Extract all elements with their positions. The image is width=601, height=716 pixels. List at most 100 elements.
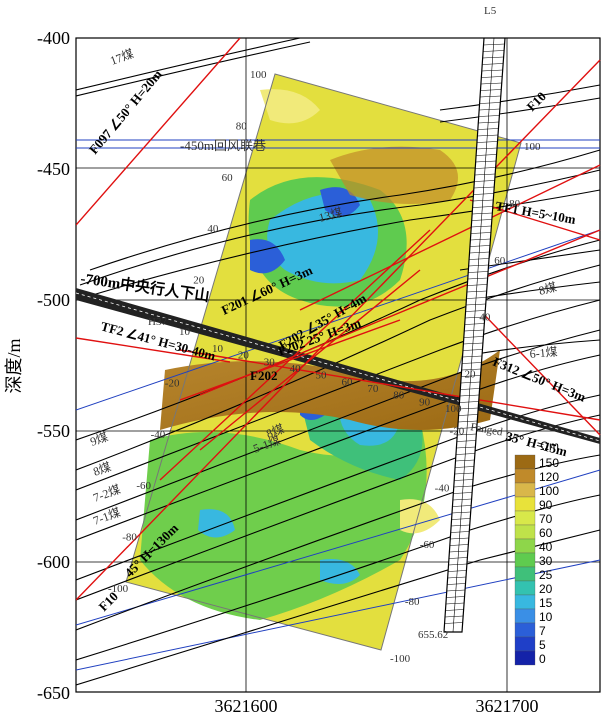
borehole-hatch bbox=[474, 173, 496, 176]
borehole-hatch bbox=[456, 446, 476, 449]
borehole-hatch bbox=[469, 251, 490, 254]
borehole-hatch bbox=[446, 589, 465, 592]
colorbar-level-label: 30 bbox=[539, 554, 553, 568]
borehole-hatch bbox=[450, 537, 469, 540]
y-tick-label: -550 bbox=[37, 421, 70, 441]
colorbar-swatch bbox=[514, 482, 536, 498]
borehole-hatch bbox=[462, 362, 482, 364]
coal-8c: 8煤 bbox=[264, 422, 286, 441]
borehole-hatch bbox=[473, 186, 495, 189]
colorbar-level-label: 7 bbox=[539, 624, 546, 638]
borehole-hatch bbox=[468, 264, 489, 267]
borehole-hatch bbox=[459, 407, 479, 410]
vertical-grid bbox=[245, 38, 508, 692]
borehole-hatch bbox=[461, 375, 481, 377]
colorbar-swatch bbox=[514, 594, 536, 610]
colorbar-level-label: 40 bbox=[539, 540, 553, 554]
colorbar-level-label: 10 bbox=[539, 610, 553, 624]
section-tick-left: 40 bbox=[207, 223, 219, 235]
borehole-hatch bbox=[469, 245, 490, 247]
borehole-hatch bbox=[457, 433, 477, 436]
section-tick-left: 80 bbox=[236, 120, 248, 132]
colorbar-level-label: 150 bbox=[539, 456, 559, 470]
borehole-hatch bbox=[479, 102, 501, 104]
borehole-hatch bbox=[444, 622, 463, 624]
borehole-hatch bbox=[466, 290, 487, 293]
borehole-hatch bbox=[482, 63, 504, 65]
borehole-hatch bbox=[480, 82, 502, 85]
borehole-hatch bbox=[472, 206, 493, 208]
borehole-hatch bbox=[480, 95, 501, 98]
borehole-hatch bbox=[463, 336, 484, 338]
borehole-hatch bbox=[452, 505, 472, 507]
colorbar-swatch bbox=[514, 454, 536, 470]
section-tick-left: -100 bbox=[108, 583, 129, 595]
borehole-hatch bbox=[471, 225, 492, 228]
borehole-hatch bbox=[466, 303, 486, 306]
borehole-hatch bbox=[453, 485, 473, 488]
colorbar-swatch bbox=[514, 468, 536, 484]
borehole-hatch bbox=[477, 128, 499, 130]
borehole-hatch bbox=[454, 472, 474, 475]
section-tick-left: 10 bbox=[179, 326, 191, 338]
borehole-hatch bbox=[458, 414, 478, 416]
label-f202c: F202 bbox=[250, 368, 277, 383]
borehole-hatch bbox=[445, 609, 464, 611]
borehole-hatch bbox=[449, 544, 469, 546]
y-tick-label: -400 bbox=[37, 28, 70, 48]
borehole-hatch bbox=[467, 284, 488, 286]
y-axis-label: 深度/m bbox=[4, 338, 24, 393]
coal-6-1: 6-1煤 bbox=[529, 345, 558, 361]
borehole-hatch bbox=[466, 297, 487, 299]
borehole-hatch bbox=[448, 570, 467, 572]
borehole-bottom-label: 655.62 bbox=[418, 629, 448, 641]
borehole-hatch bbox=[447, 583, 466, 585]
colorbar-level-label: 20 bbox=[539, 582, 553, 596]
section-tick-left: -60 bbox=[136, 480, 151, 492]
borehole-hatch bbox=[460, 381, 481, 384]
borehole-hatch bbox=[463, 342, 483, 345]
y-tick-label: -450 bbox=[37, 159, 70, 179]
section-tick-left: 60 bbox=[222, 172, 234, 184]
borehole-hatch bbox=[462, 355, 482, 358]
borehole-hatch bbox=[475, 167, 496, 169]
section-tick-right: -20 bbox=[450, 425, 465, 437]
section-tick-mid: 30 bbox=[264, 356, 276, 368]
section-tick-right: 20 bbox=[464, 369, 476, 381]
coal-13: 13煤 bbox=[317, 205, 344, 225]
borehole-hatch bbox=[451, 524, 470, 527]
section-tick-mid: 20 bbox=[238, 350, 250, 362]
borehole-hatch bbox=[473, 193, 494, 195]
borehole-hatch bbox=[457, 427, 477, 429]
borehole-hatch bbox=[445, 602, 465, 605]
colorbar-level-label: 60 bbox=[539, 526, 553, 540]
borehole-hatch bbox=[473, 199, 494, 202]
colorbar-swatch bbox=[514, 608, 536, 624]
borehole-hatch bbox=[464, 323, 485, 325]
coal-9: 9煤 bbox=[88, 430, 110, 449]
borehole-hatch bbox=[455, 466, 474, 468]
colorbar-level-label: 0 bbox=[539, 652, 546, 666]
borehole-hatch bbox=[452, 498, 472, 501]
borehole-hatch bbox=[470, 238, 491, 241]
section-tick-left: -40 bbox=[151, 429, 166, 441]
borehole-hatch bbox=[480, 89, 502, 91]
borehole-hatch bbox=[453, 492, 473, 494]
borehole-hatch bbox=[444, 615, 464, 618]
borehole-hatch bbox=[460, 388, 480, 390]
colorbar-level-label: 70 bbox=[539, 512, 553, 526]
section-tick-right: -80 bbox=[405, 596, 420, 608]
borehole-column bbox=[443, 38, 506, 633]
coal-8b: 8煤 bbox=[91, 460, 113, 479]
airway-label: -450m回风联巷 bbox=[180, 138, 266, 153]
section-tick-right: 40 bbox=[479, 312, 491, 324]
colorbar-swatch bbox=[514, 496, 536, 512]
borehole-hatch bbox=[475, 160, 497, 163]
borehole-hatch bbox=[467, 277, 488, 280]
borehole-hatch bbox=[464, 329, 484, 332]
colorbar-swatch bbox=[514, 580, 536, 596]
borehole-hatch bbox=[447, 576, 466, 579]
borehole-hatch bbox=[448, 557, 468, 559]
colorbar-level-label: 25 bbox=[539, 568, 553, 582]
